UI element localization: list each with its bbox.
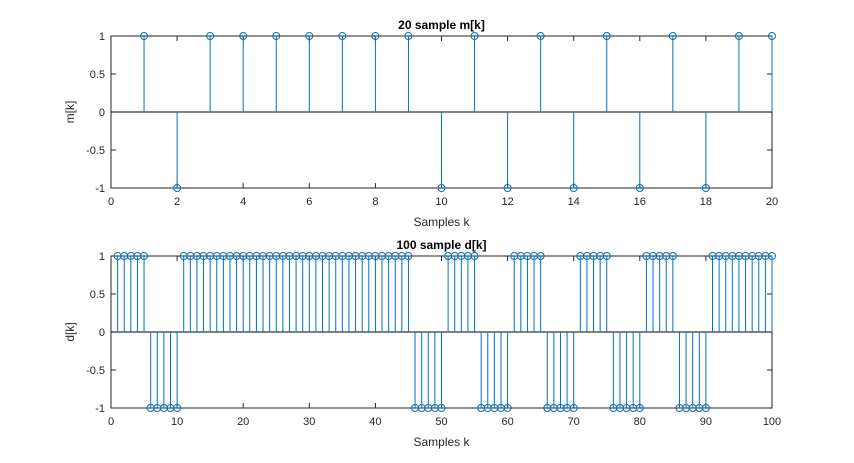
x-tick-label: 18 — [700, 196, 712, 208]
stem-series — [111, 32, 776, 192]
x-tick-label: 20 — [237, 416, 249, 428]
y-tick-label: -0.5 — [86, 365, 105, 377]
subplot-d: 0 10 20 30 40 50 60 70 80 90 100 -1 -0.5 0 0.5 1 100 sa… — [63, 238, 781, 449]
x-tick-label: 40 — [369, 416, 381, 428]
stem-marker — [206, 32, 215, 40]
stem-marker — [569, 184, 578, 192]
stem-marker — [272, 32, 281, 40]
x-tick-label: 80 — [634, 416, 646, 428]
x-tick-label: 90 — [700, 416, 712, 428]
stem-marker — [536, 252, 545, 260]
x-axis-label: Samples k — [413, 215, 470, 229]
y-tick-label: 0 — [99, 327, 105, 339]
x-tick-label: 70 — [568, 416, 580, 428]
x-tick-label: 60 — [501, 416, 513, 428]
stem-marker — [305, 32, 314, 40]
stem-marker — [404, 252, 413, 260]
stem-series — [111, 252, 776, 412]
y-tick-label: 0.5 — [90, 289, 105, 301]
stem-marker — [470, 252, 479, 260]
x-tick-label: 100 — [763, 416, 781, 428]
y-tick-label: 1 — [99, 251, 105, 263]
x-tick-label: 2 — [174, 196, 180, 208]
stem-marker — [437, 184, 446, 192]
stem-marker — [140, 32, 149, 40]
chart-title: 20 sample m[k] — [398, 18, 485, 32]
stem-marker — [338, 32, 347, 40]
stem-marker — [536, 32, 545, 40]
y-axis-label: d[k] — [63, 322, 77, 341]
y-tick-label: -1 — [95, 183, 105, 195]
y-tick-label: -0.5 — [86, 145, 105, 157]
stem-marker — [404, 32, 413, 40]
x-tick-label: 20 — [766, 196, 778, 208]
stem-marker — [701, 184, 710, 192]
y-tick-label: 0 — [99, 107, 105, 119]
stem-marker — [635, 404, 644, 412]
stem-marker — [668, 32, 677, 40]
stem-marker — [768, 32, 776, 40]
y-axis-label: m[k] — [63, 101, 77, 124]
subplot-m: 0 2 4 6 8 10 12 14 16 18 20 -1 -0.5 0 0.5 1 20 sample m… — [63, 18, 778, 229]
x-tick-label: 14 — [568, 196, 580, 208]
stem-marker — [602, 252, 611, 260]
x-tick-label: 6 — [306, 196, 312, 208]
chart-title: 100 sample d[k] — [396, 238, 486, 252]
stem-marker — [668, 252, 677, 260]
y-tick-label: 0.5 — [90, 69, 105, 81]
x-axis-label: Samples k — [413, 435, 470, 449]
stem-marker — [140, 252, 149, 260]
x-tick-label: 8 — [372, 196, 378, 208]
stem-marker — [371, 32, 380, 40]
x-tick-label: 10 — [171, 416, 183, 428]
stem-marker — [173, 184, 182, 192]
x-tick-label: 12 — [501, 196, 513, 208]
stem-marker — [602, 32, 611, 40]
stem-marker — [569, 404, 578, 412]
x-tick-label: 10 — [435, 196, 447, 208]
x-tick-label: 30 — [303, 416, 315, 428]
y-tick-label: 1 — [99, 31, 105, 43]
x-tick-label: 0 — [108, 196, 114, 208]
stem-marker — [437, 404, 446, 412]
stem-marker — [239, 32, 248, 40]
stem-marker — [173, 404, 182, 412]
stem-marker — [701, 404, 710, 412]
x-tick-label: 16 — [634, 196, 646, 208]
x-tick-label: 50 — [435, 416, 447, 428]
stem-marker — [503, 184, 512, 192]
y-tick-label: -1 — [95, 403, 105, 415]
stem-marker — [503, 404, 512, 412]
stem-marker — [734, 32, 743, 40]
x-tick-label: 4 — [240, 196, 246, 208]
stem-marker — [768, 252, 776, 260]
x-tick-label: 0 — [108, 416, 114, 428]
stem-marker — [635, 184, 644, 192]
stem-marker — [470, 32, 479, 40]
